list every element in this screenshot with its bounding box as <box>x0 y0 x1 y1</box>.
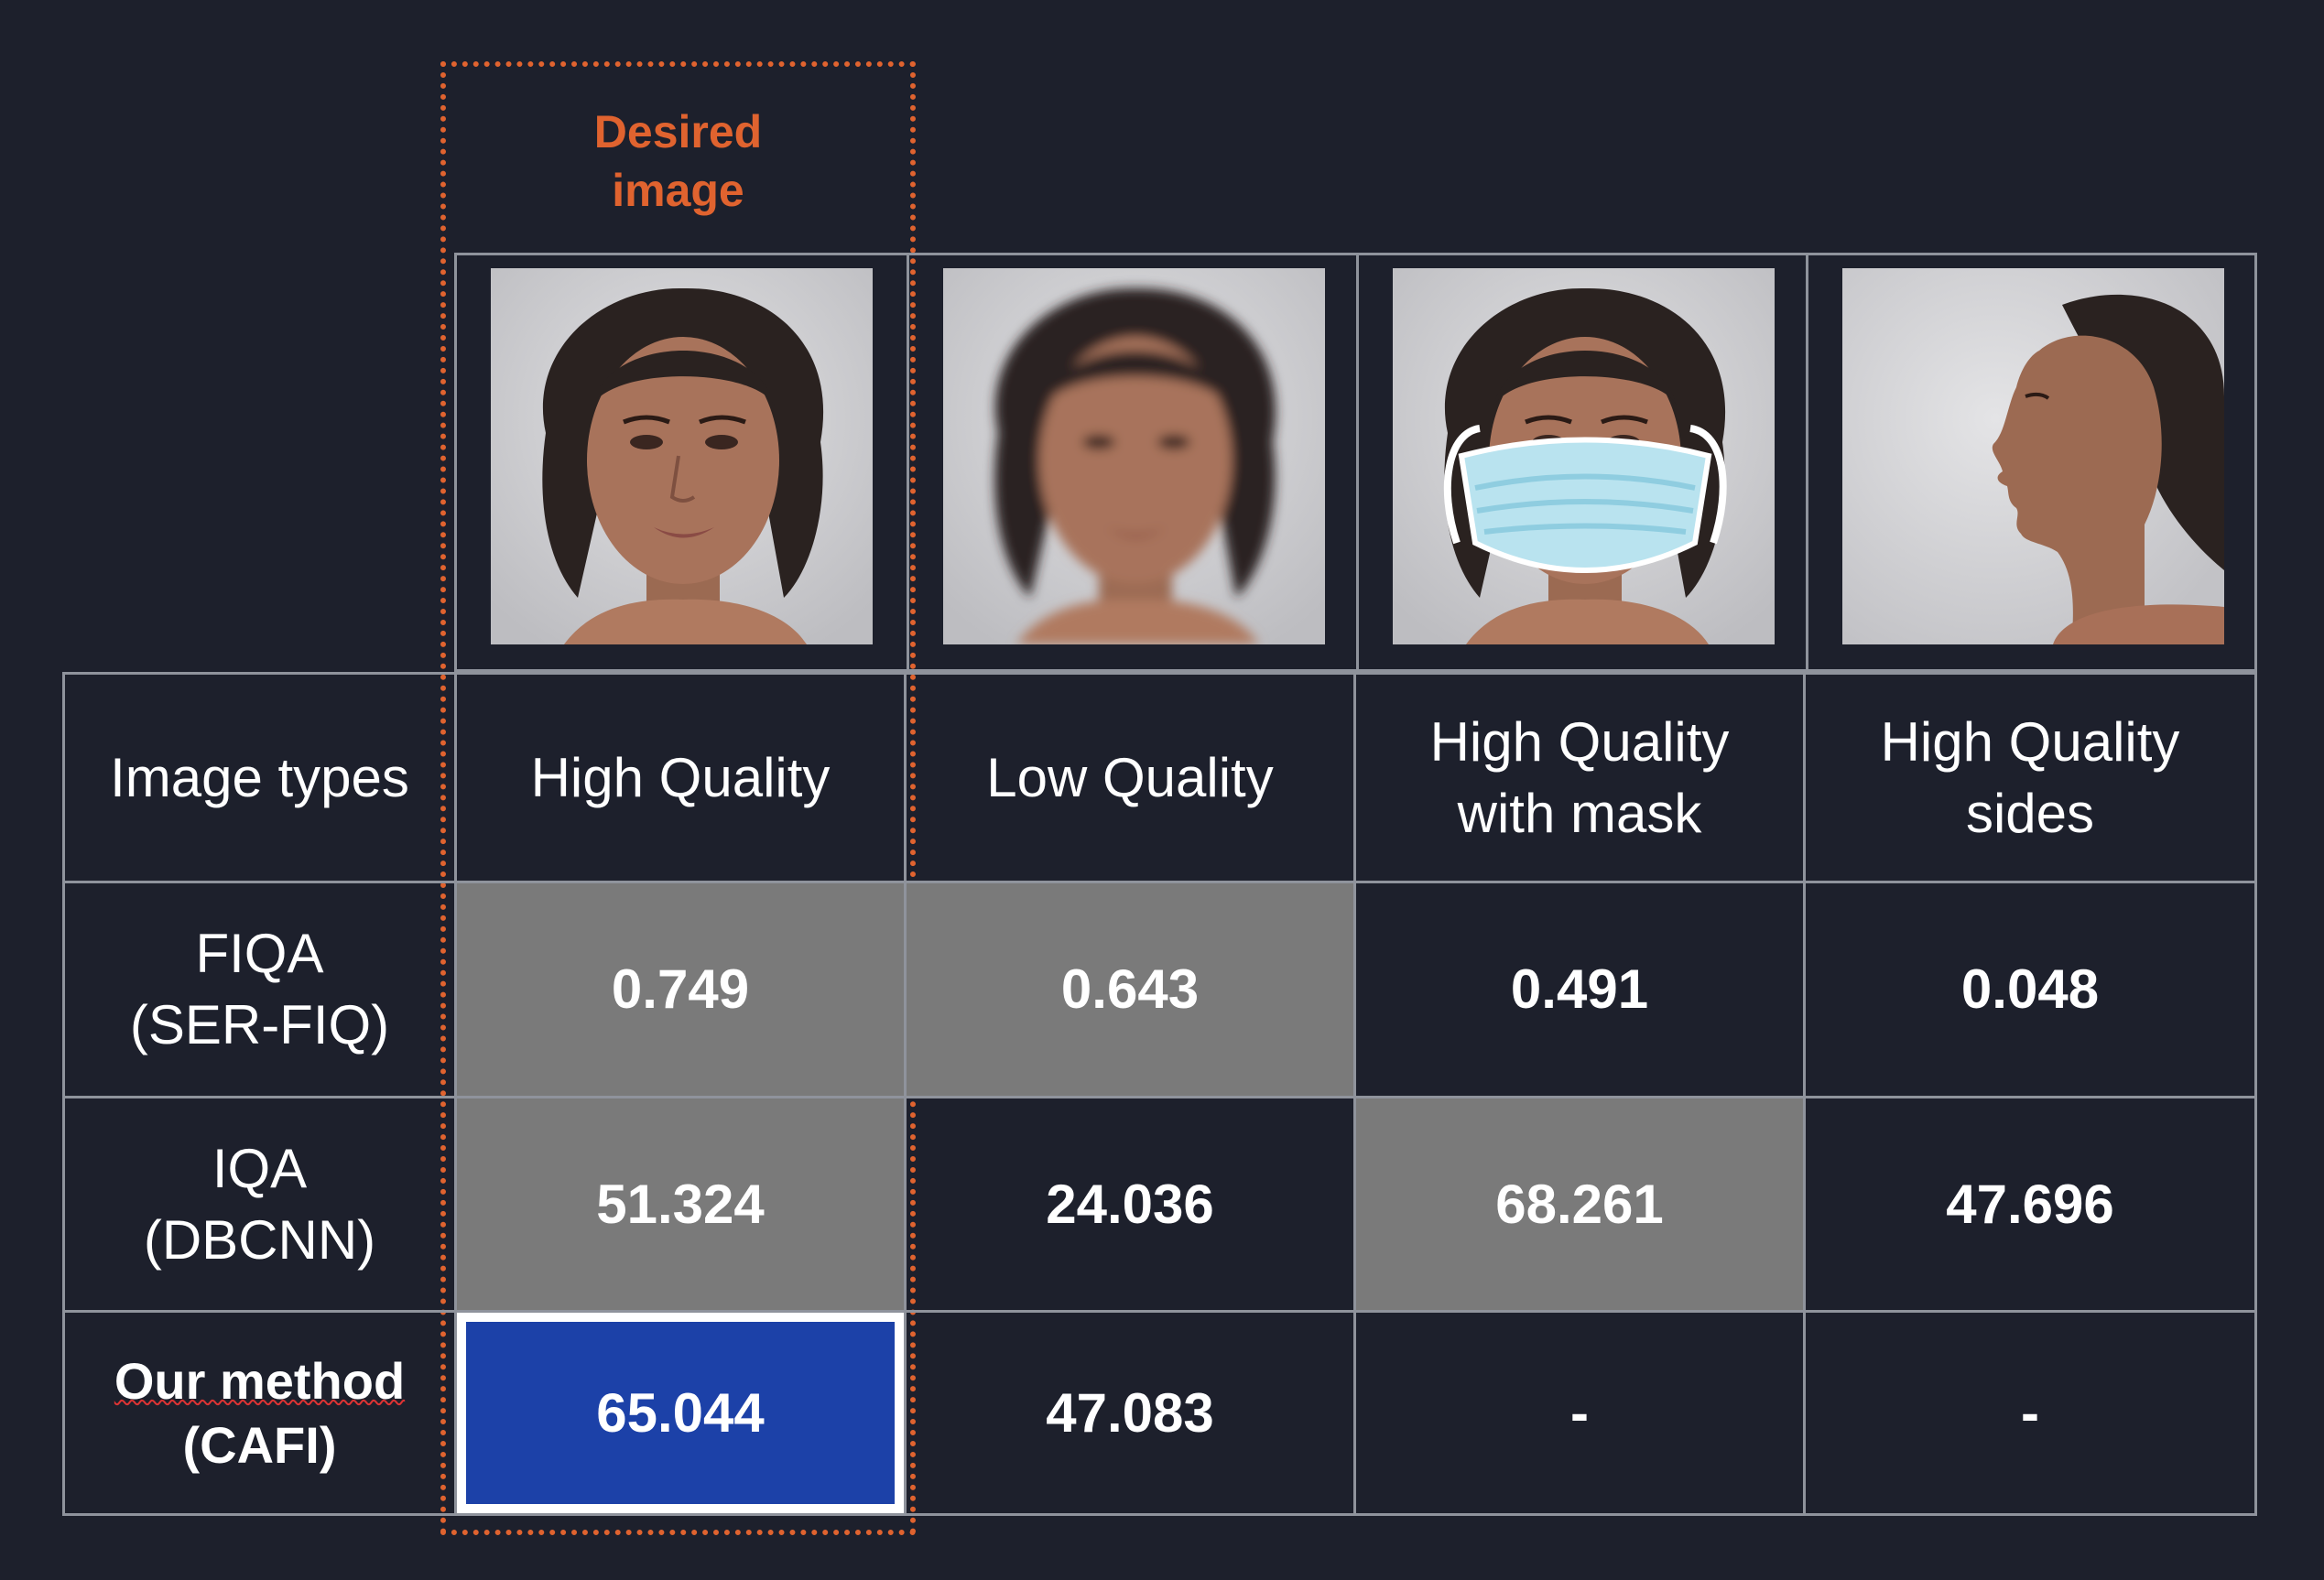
face-with-mask-image <box>1393 268 1775 644</box>
cafi-high-quality-cell: 65.044 <box>457 1313 907 1513</box>
iqa-with-mask-value: 68.261 <box>1356 1098 1806 1313</box>
results-table: Image types High Quality Low Quality Hig… <box>62 672 2257 1516</box>
cafi-high-quality-value: 65.044 <box>457 1313 904 1513</box>
fiqa-low-quality-value: 0.643 <box>907 883 1356 1098</box>
row-label-image-types: Image types <box>65 675 457 883</box>
fiqa-high-quality-value: 0.749 <box>457 883 907 1098</box>
cafi-with-mask-value: - <box>1356 1313 1806 1513</box>
column-header-high-quality-with-mask: High Quality with mask <box>1356 675 1806 883</box>
photo-cell-with-mask <box>1356 255 1806 669</box>
row-label-iqa: IQA (DBCNN) <box>65 1098 457 1313</box>
face-profile-image <box>1842 268 2224 644</box>
iqa-sides-value: 47.696 <box>1806 1098 2254 1313</box>
iqa-high-quality-value: 51.324 <box>457 1098 907 1313</box>
row-label-our-method: Our method (CAFI) <box>65 1313 457 1513</box>
cafi-sides-value: - <box>2021 1381 2039 1444</box>
fiqa-sides-value: 0.048 <box>1806 883 2254 1098</box>
iqa-low-quality-value: 24.036 <box>907 1098 1356 1313</box>
photo-cell-sides <box>1806 255 2254 669</box>
face-frontal-sharp-image <box>491 268 873 644</box>
photo-cell-low-quality <box>907 255 1356 669</box>
column-header-high-quality: High Quality <box>457 675 907 883</box>
face-frontal-blurred-image <box>943 268 1325 644</box>
photo-row <box>454 253 2257 672</box>
column-header-low-quality: Low Quality <box>907 675 1356 883</box>
desired-image-outline <box>440 61 916 1535</box>
cafi-low-quality-value: 47.083 <box>907 1313 1356 1513</box>
column-header-high-quality-sides: High Quality sides <box>1806 675 2254 883</box>
row-label-fiqa: FIQA (SER-FIQ) <box>65 883 457 1098</box>
fiqa-with-mask-value: 0.491 <box>1356 883 1806 1098</box>
desired-image-label: Desired image <box>593 106 763 216</box>
photo-cell-high-quality <box>457 255 907 669</box>
